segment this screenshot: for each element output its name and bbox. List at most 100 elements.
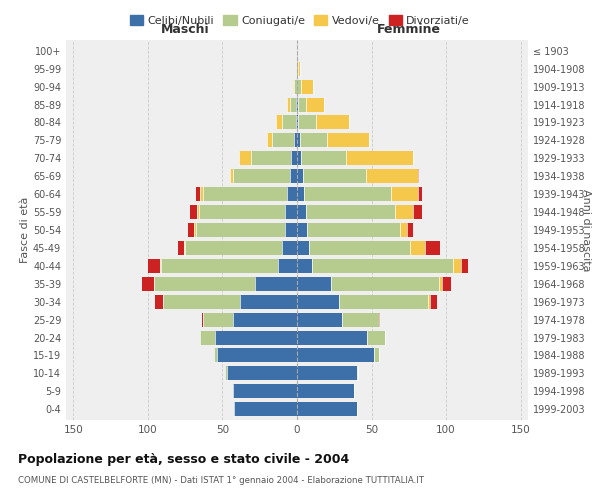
Bar	[196, 223, 285, 237]
Bar	[298, 98, 306, 112]
Bar	[365, 169, 418, 183]
Bar	[442, 277, 451, 291]
Bar	[190, 205, 197, 219]
Bar	[297, 205, 306, 219]
Bar	[461, 259, 469, 273]
Bar	[307, 223, 400, 237]
Bar	[407, 223, 413, 237]
Y-axis label: Fasce di età: Fasce di età	[20, 197, 30, 263]
Text: Maschi: Maschi	[161, 24, 209, 36]
Bar	[285, 205, 297, 219]
Bar	[282, 116, 296, 130]
Bar	[312, 259, 454, 273]
Bar	[304, 187, 391, 201]
Bar	[297, 241, 309, 255]
Bar	[297, 294, 339, 308]
Bar	[298, 116, 316, 130]
Bar	[227, 366, 297, 380]
Bar	[233, 312, 297, 326]
Bar	[301, 152, 346, 166]
Bar	[255, 277, 297, 291]
Bar	[418, 169, 419, 183]
Bar	[200, 330, 215, 344]
Bar	[278, 259, 297, 273]
Bar	[241, 294, 297, 308]
Bar	[196, 187, 200, 201]
Bar	[316, 116, 349, 130]
Bar	[267, 134, 272, 147]
Text: Femmine: Femmine	[377, 24, 441, 36]
Bar	[188, 223, 194, 237]
Bar	[346, 152, 413, 166]
Bar	[297, 169, 303, 183]
Bar	[356, 366, 358, 380]
Bar	[303, 169, 365, 183]
Bar	[339, 294, 428, 308]
Bar	[291, 152, 297, 166]
Bar	[454, 259, 461, 273]
Bar	[285, 223, 297, 237]
Bar	[294, 80, 297, 94]
Bar	[374, 348, 379, 362]
Bar	[290, 98, 296, 112]
Bar	[300, 134, 327, 147]
Bar	[287, 98, 290, 112]
Bar	[418, 187, 422, 201]
Bar	[287, 187, 297, 201]
Bar	[294, 134, 297, 147]
Bar	[297, 187, 304, 201]
Bar	[282, 241, 297, 255]
Bar	[331, 277, 439, 291]
Bar	[194, 223, 196, 237]
Bar	[297, 259, 312, 273]
Bar	[301, 80, 313, 94]
Bar	[297, 402, 356, 416]
Bar	[217, 348, 297, 362]
Bar	[226, 366, 227, 380]
Bar	[297, 134, 300, 147]
Bar	[410, 241, 425, 255]
Bar	[297, 62, 298, 76]
Bar	[251, 152, 291, 166]
Bar	[276, 116, 282, 130]
Bar	[202, 312, 203, 326]
Bar	[309, 241, 410, 255]
Bar	[297, 366, 356, 380]
Bar	[203, 187, 287, 201]
Bar	[197, 205, 199, 219]
Bar	[235, 402, 297, 416]
Bar	[215, 330, 297, 344]
Bar	[342, 312, 379, 326]
Bar	[199, 205, 285, 219]
Bar	[297, 98, 298, 112]
Bar	[148, 259, 160, 273]
Bar	[233, 384, 297, 398]
Bar	[306, 205, 395, 219]
Bar	[290, 169, 297, 183]
Legend: Celibi/Nubili, Coniugati/e, Vedovi/e, Divorziati/e: Celibi/Nubili, Coniugati/e, Vedovi/e, Di…	[125, 10, 475, 30]
Bar	[297, 384, 353, 398]
Bar	[439, 277, 442, 291]
Bar	[184, 241, 185, 255]
Bar	[161, 259, 278, 273]
Bar	[160, 259, 161, 273]
Bar	[142, 277, 154, 291]
Bar	[214, 348, 217, 362]
Bar	[154, 277, 255, 291]
Bar	[293, 80, 294, 94]
Bar	[400, 223, 407, 237]
Bar	[155, 294, 163, 308]
Bar	[425, 241, 440, 255]
Bar	[185, 241, 282, 255]
Bar	[200, 187, 203, 201]
Bar	[428, 294, 430, 308]
Text: Popolazione per età, sesso e stato civile - 2004: Popolazione per età, sesso e stato civil…	[18, 452, 349, 466]
Bar	[297, 277, 331, 291]
Bar	[203, 312, 233, 326]
Bar	[297, 116, 298, 130]
Bar	[306, 98, 324, 112]
Bar	[163, 294, 241, 308]
Bar	[297, 223, 307, 237]
Bar	[233, 169, 290, 183]
Bar	[297, 152, 301, 166]
